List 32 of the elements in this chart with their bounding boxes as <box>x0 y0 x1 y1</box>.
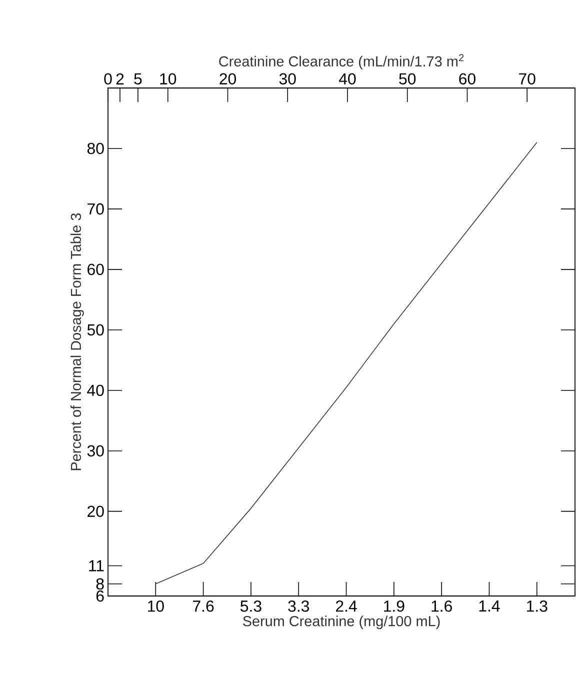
y-tick-label: 30 <box>87 445 104 456</box>
x2-tick-label: 60 <box>459 73 476 84</box>
x2-tick-label: 40 <box>338 73 356 84</box>
x2-axis-title: Creatinine Clearance (mL/min/1.73 m$^{2}$ <box>219 54 464 70</box>
x2-tick-label: 5 <box>134 73 142 84</box>
y-tick-label: 6 <box>96 590 104 602</box>
y-tick-label: 70 <box>88 203 104 215</box>
x-tick-label: 7.6 <box>193 600 214 612</box>
x-tick-label: 1.3 <box>527 600 548 612</box>
x2-tick-label: 0 <box>104 73 112 84</box>
y-tick-label: 60 <box>88 264 104 276</box>
y-tick-label: 20 <box>88 506 104 517</box>
y-axis-title: Percent of Normal Dosage Form Table 3 <box>70 213 84 470</box>
x-tick-label: 2.4 <box>336 600 357 612</box>
x2-tick-label: 2 <box>116 73 124 84</box>
y-tick-label: 8 <box>96 578 104 590</box>
x-tick-label: 1.4 <box>479 600 500 612</box>
x2-tick-label: 30 <box>279 73 296 84</box>
x-tick-label: 10 <box>148 600 164 612</box>
x-tick-label: 1.9 <box>384 600 404 612</box>
x2-tick-label: 50 <box>399 73 416 84</box>
x-tick-label: 3.3 <box>288 600 309 612</box>
x-tick-label: 5.3 <box>240 600 262 612</box>
x2-tick-label: 10 <box>160 73 176 84</box>
x-axis-title: Serum Creatinine (mg/100 mL) <box>243 616 440 630</box>
y-tick-label: 50 <box>87 324 104 336</box>
y-tick-label: 40 <box>87 384 104 396</box>
y-tick-label: 80 <box>87 142 104 154</box>
x2-tick-label: 70 <box>519 73 536 84</box>
x-tick-label: 1.6 <box>432 600 452 612</box>
y-tick-label: 11 <box>89 560 104 572</box>
x2-tick-label: 20 <box>220 73 236 84</box>
